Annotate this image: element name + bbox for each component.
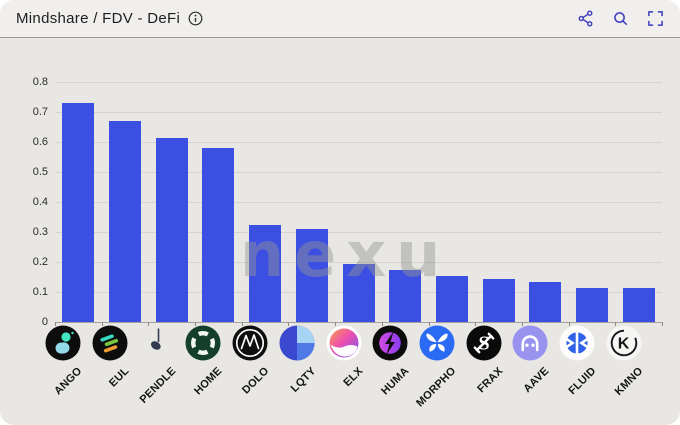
bar-eul[interactable]: [109, 121, 142, 322]
fullscreen-icon[interactable]: [647, 10, 664, 27]
x-axis-tick: [428, 322, 430, 326]
page-title: Mindshare / FDV - DeFi: [16, 10, 181, 27]
bar-pendle[interactable]: [155, 137, 188, 322]
share-icon[interactable]: [577, 10, 594, 27]
bar-kmno[interactable]: [622, 287, 655, 322]
plot-area: [55, 82, 662, 323]
search-icon[interactable]: [612, 10, 629, 27]
x-axis-label-kmno: KMNO: [612, 365, 646, 398]
bar-morpho[interactable]: [435, 275, 468, 322]
y-axis-label: 0: [41, 316, 48, 328]
x-axis-tick: [195, 322, 197, 326]
y-axis-label: 0.5: [32, 166, 48, 178]
x-axis-tick: [55, 322, 56, 326]
bar-aave[interactable]: [529, 281, 562, 322]
ango-token-icon: [45, 325, 81, 361]
kmno-token-icon: K: [606, 325, 642, 361]
y-axis-label: 0.2: [32, 256, 48, 268]
gridline: [55, 322, 662, 323]
x-axis-tick: [101, 322, 103, 326]
gridline: [55, 232, 662, 233]
info-icon[interactable]: [188, 11, 203, 26]
morpho-token-icon: [419, 325, 455, 361]
bar-fluid[interactable]: [575, 287, 608, 322]
home-token-icon: [185, 325, 221, 361]
gridline: [55, 82, 662, 83]
gridline: [55, 112, 662, 113]
x-axis-tick: [475, 322, 477, 326]
y-axis-label: 0.7: [32, 106, 48, 118]
chart-region: nexu 0 0.1 0.2 0.3 0.4 0.5 0.6 0.7 0.8 ANGO EUL PEN…: [0, 38, 680, 425]
frax-token-icon: S: [466, 325, 502, 361]
fluid-token-icon: [559, 325, 595, 361]
x-axis-tick: [335, 322, 337, 326]
x-axis-tick: [568, 322, 570, 326]
gridline: [55, 202, 662, 203]
y-axis-label: 0.6: [32, 136, 48, 148]
x-axis-tick: [615, 322, 617, 326]
bar-huma[interactable]: [389, 269, 422, 322]
y-axis-label: 0.3: [32, 226, 48, 238]
aave-token-icon: [512, 325, 548, 361]
bar-lqty[interactable]: [295, 229, 328, 322]
bar-frax[interactable]: [482, 278, 515, 322]
bar-dolo[interactable]: [249, 224, 282, 322]
pendle-token-icon: [139, 325, 175, 361]
bar-ango[interactable]: [62, 103, 95, 322]
x-axis-tick: [521, 322, 523, 326]
x-axis-tick: [241, 322, 243, 326]
chart-header: Mindshare / FDV - DeFi: [0, 0, 680, 38]
dolo-token-icon: [232, 325, 268, 361]
bar-home[interactable]: [202, 148, 235, 322]
x-axis-tick: [148, 322, 150, 326]
header-actions: [577, 10, 664, 27]
svg-text:K: K: [617, 336, 629, 353]
eul-token-icon: [92, 325, 128, 361]
gridline: [55, 262, 662, 263]
elx-token-icon: [326, 325, 362, 361]
gridline: [55, 142, 662, 143]
gridline: [55, 172, 662, 173]
x-axis-tick: [288, 322, 290, 326]
lqty-token-icon: [279, 325, 315, 361]
x-axis-tick: [381, 322, 383, 326]
y-axis-label: 0.8: [32, 76, 48, 88]
y-axis-label: 0.4: [32, 196, 48, 208]
y-axis-label: 0.1: [32, 286, 48, 298]
huma-token-icon: [372, 325, 408, 361]
x-axis-tick: [662, 322, 663, 326]
bar-elx[interactable]: [342, 263, 375, 322]
